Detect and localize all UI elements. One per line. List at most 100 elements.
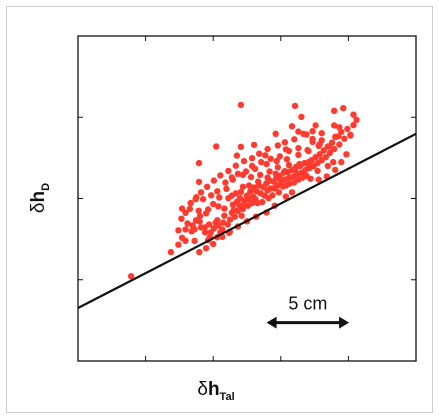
data-point xyxy=(312,122,319,129)
data-point xyxy=(282,193,290,200)
data-point xyxy=(347,132,354,139)
data-point xyxy=(196,212,204,220)
data-point xyxy=(222,179,229,186)
data-point xyxy=(315,176,322,183)
data-point xyxy=(343,151,350,158)
data-point xyxy=(192,217,200,224)
data-point xyxy=(178,215,185,222)
data-point xyxy=(248,162,256,170)
data-point xyxy=(267,155,274,162)
scale-bar-left-arrowhead xyxy=(266,316,277,329)
data-point xyxy=(264,174,271,181)
data-point xyxy=(237,101,245,109)
data-point xyxy=(182,226,189,233)
data-point xyxy=(201,229,209,236)
data-point xyxy=(314,167,321,175)
data-points xyxy=(127,101,360,280)
data-point xyxy=(167,248,175,256)
data-point xyxy=(225,167,232,175)
data-point xyxy=(300,169,307,176)
data-point xyxy=(309,135,316,143)
data-point xyxy=(305,147,312,155)
data-point xyxy=(318,130,325,137)
data-point xyxy=(239,183,247,190)
data-point xyxy=(247,173,255,181)
data-point xyxy=(298,113,305,121)
data-point xyxy=(232,162,239,169)
data-point xyxy=(291,136,298,143)
data-point xyxy=(331,145,338,153)
data-point xyxy=(282,146,290,153)
data-point xyxy=(237,188,245,196)
data-point xyxy=(256,150,263,157)
data-point xyxy=(262,152,269,159)
data-point xyxy=(335,133,342,140)
data-point xyxy=(255,178,262,185)
data-point xyxy=(350,111,357,118)
data-point xyxy=(199,196,207,203)
data-point xyxy=(263,160,270,168)
x-axis-label-greek: δ xyxy=(197,379,208,400)
data-point xyxy=(273,157,280,165)
regression-line xyxy=(77,132,417,310)
data-point xyxy=(208,192,215,199)
data-point xyxy=(291,102,299,110)
data-point xyxy=(215,203,222,210)
data-point xyxy=(309,128,316,135)
data-point xyxy=(324,162,331,170)
data-point xyxy=(281,139,289,146)
data-point xyxy=(192,196,199,203)
data-point xyxy=(224,221,231,228)
plot-frame xyxy=(77,35,417,362)
data-point xyxy=(271,184,278,191)
data-point xyxy=(231,213,238,220)
data-point xyxy=(210,240,217,248)
data-point xyxy=(269,192,276,199)
data-point xyxy=(202,245,210,252)
data-point xyxy=(283,156,291,163)
scale-bar-label: 5 cm xyxy=(288,294,327,314)
data-point xyxy=(197,189,205,196)
y-axis-label-subscript: D xyxy=(40,183,52,191)
data-point xyxy=(341,135,348,142)
data-point xyxy=(213,143,220,150)
data-point xyxy=(182,209,189,216)
data-point xyxy=(187,199,194,207)
data-point xyxy=(217,172,224,179)
data-point xyxy=(234,170,242,177)
data-point xyxy=(336,124,343,131)
data-point xyxy=(296,160,303,168)
data-point xyxy=(274,164,281,171)
data-point xyxy=(239,171,247,178)
data-point xyxy=(272,130,279,137)
data-point xyxy=(219,226,226,233)
data-point xyxy=(295,151,302,159)
axis-ticks xyxy=(78,36,416,361)
data-point xyxy=(340,105,347,112)
data-point xyxy=(203,183,211,190)
data-point xyxy=(250,141,258,149)
scale-bar-right-arrowhead xyxy=(339,316,350,329)
figure-border xyxy=(6,6,433,413)
data-point xyxy=(197,224,205,231)
data-point xyxy=(276,153,283,160)
data-point xyxy=(338,158,345,166)
data-point xyxy=(178,234,186,241)
y-axis-label: δhD xyxy=(28,183,52,213)
data-point xyxy=(210,200,217,208)
data-point xyxy=(195,159,203,167)
data-point xyxy=(330,158,337,166)
data-point xyxy=(196,248,203,256)
data-point xyxy=(336,141,343,148)
data-point xyxy=(258,158,265,166)
data-point xyxy=(295,144,302,152)
data-point xyxy=(191,237,198,244)
data-point xyxy=(216,194,223,201)
data-point xyxy=(353,116,360,124)
data-point xyxy=(248,155,256,162)
data-point xyxy=(344,125,351,133)
data-point xyxy=(237,143,245,150)
data-point xyxy=(195,207,202,214)
data-point xyxy=(127,273,135,280)
